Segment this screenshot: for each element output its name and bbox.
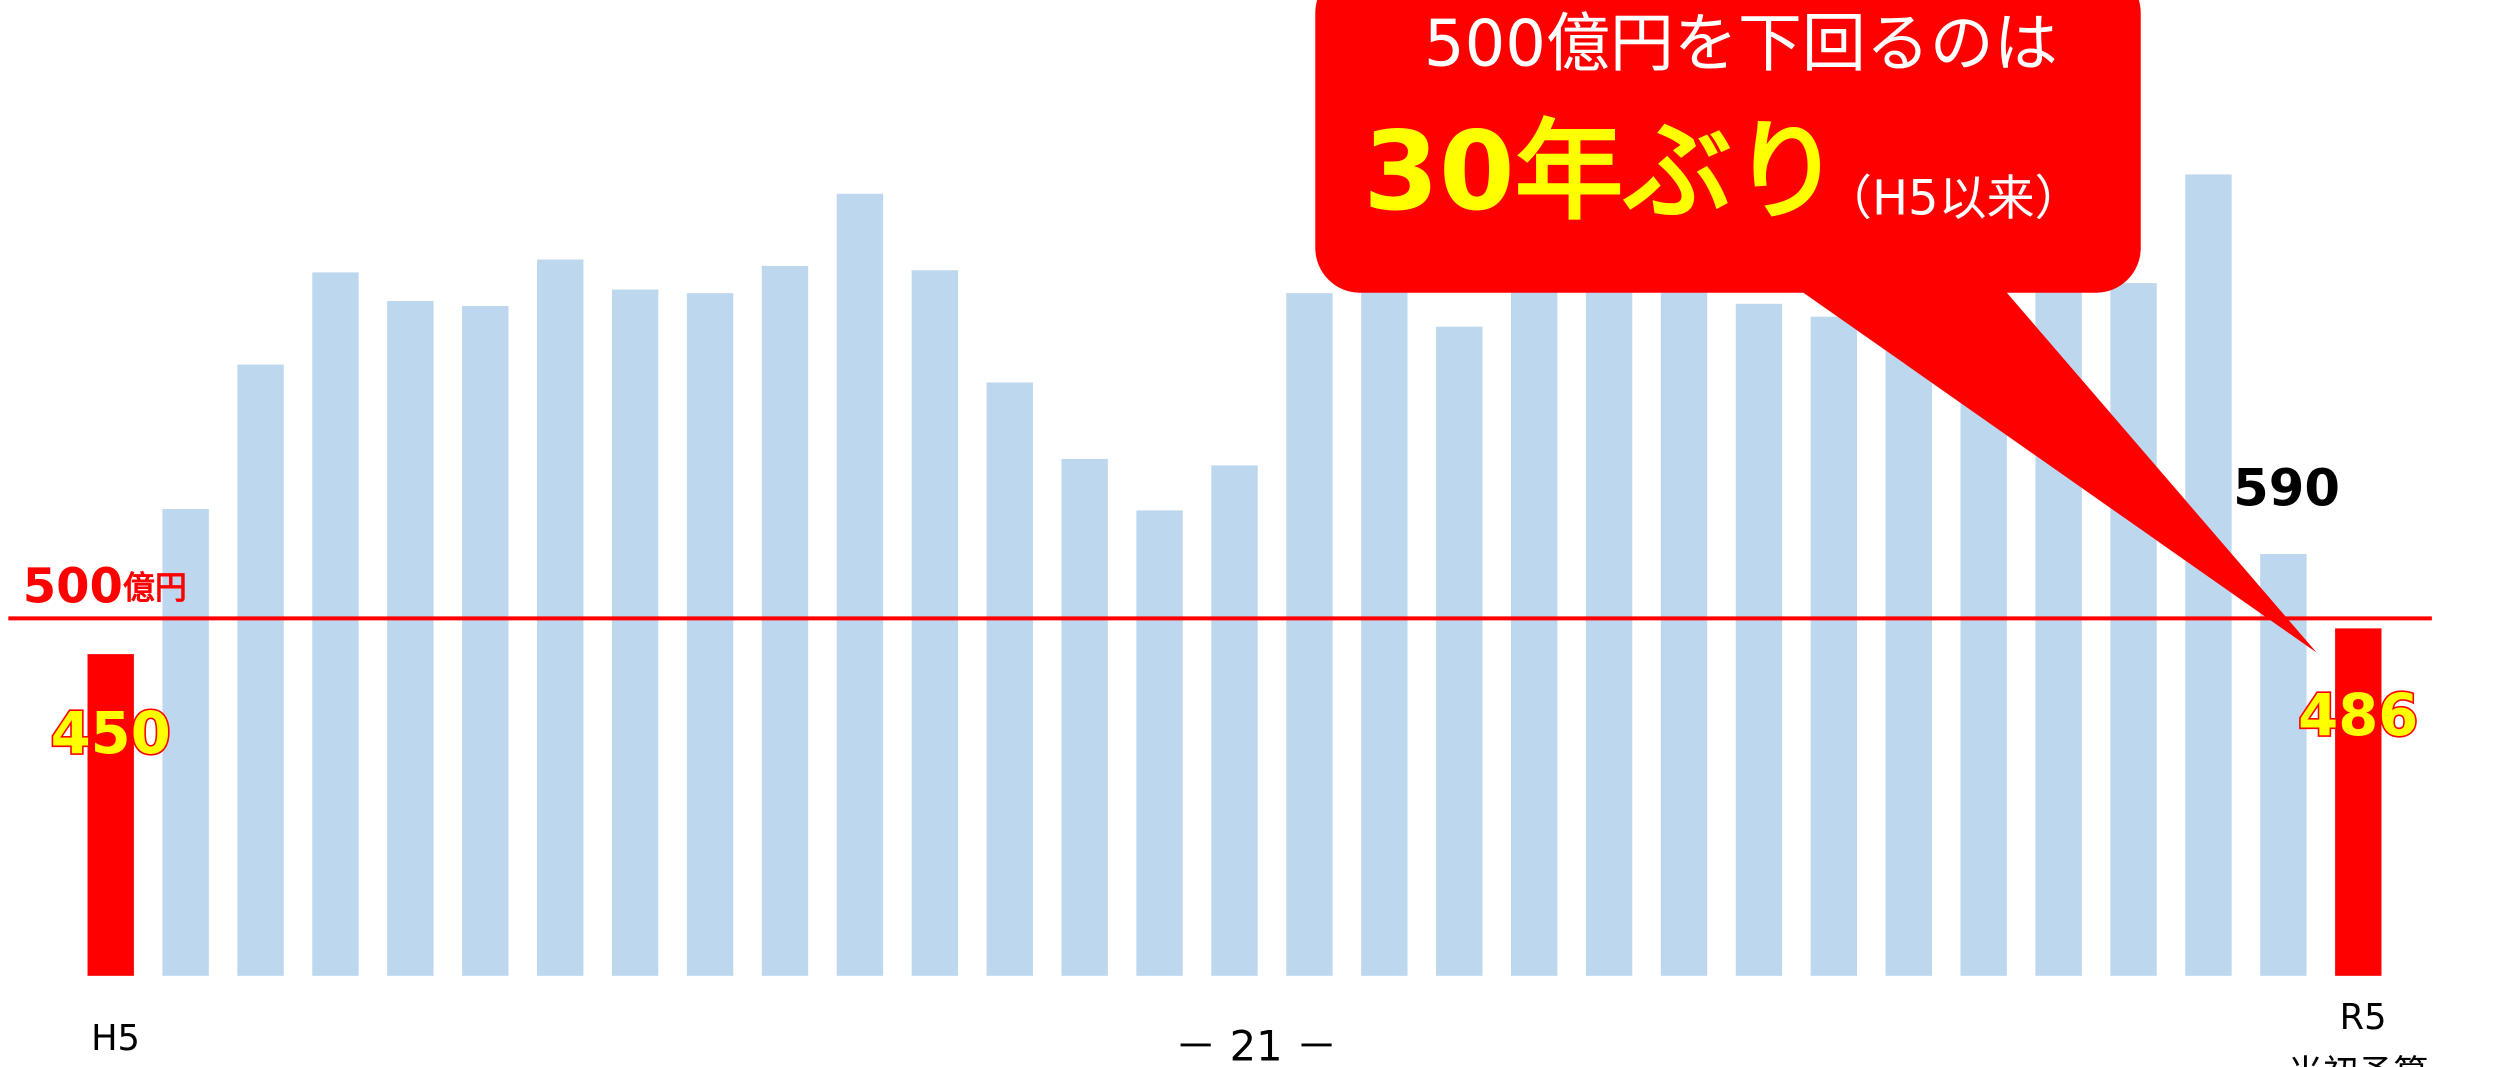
bar xyxy=(1735,303,1783,976)
bar xyxy=(611,289,659,976)
bar xyxy=(1510,288,1558,976)
bar xyxy=(1585,288,1633,976)
bar xyxy=(986,382,1033,976)
bar xyxy=(1810,316,1858,976)
value-label: 590 xyxy=(2233,459,2340,519)
x-tick-label: H5 xyxy=(91,1018,140,1059)
callout-pointer xyxy=(1791,284,2317,653)
category-note: 当初予算 xyxy=(2288,1053,2429,1067)
bar xyxy=(1211,465,1258,976)
callout: 500億円を下回るのは 30年ぶり （H5以来） xyxy=(1315,0,2317,653)
bar xyxy=(1061,458,1108,976)
bar xyxy=(1286,293,1333,976)
bar xyxy=(312,272,359,976)
bar xyxy=(1361,280,1408,976)
page-number: － 21 － xyxy=(1175,1021,1338,1067)
bar xyxy=(1136,510,1183,976)
bar xyxy=(387,300,434,976)
bars xyxy=(87,174,2382,976)
bar xyxy=(462,305,509,976)
bar xyxy=(237,364,284,976)
reference-label: 500億円 xyxy=(23,559,187,615)
bar xyxy=(1885,332,1932,976)
bar xyxy=(911,270,959,976)
bar xyxy=(2335,628,2382,976)
value-label: 450 xyxy=(51,700,171,767)
callout-highlight: 30年ぶり xyxy=(1363,108,1841,235)
bar xyxy=(836,193,884,976)
callout-note: （H5以来） xyxy=(1824,171,2083,227)
bar xyxy=(761,265,809,976)
bar xyxy=(87,654,134,976)
value-label: 486 xyxy=(2298,682,2418,749)
bar xyxy=(1660,288,1708,976)
bar xyxy=(686,293,734,976)
x-tick-label: R5 xyxy=(2340,997,2387,1038)
callout-line: 500億円を下回るのは xyxy=(1424,8,2058,82)
bar xyxy=(162,508,209,976)
bar xyxy=(2110,283,2157,976)
callout-box xyxy=(1315,0,2141,293)
bar xyxy=(1436,326,1483,976)
